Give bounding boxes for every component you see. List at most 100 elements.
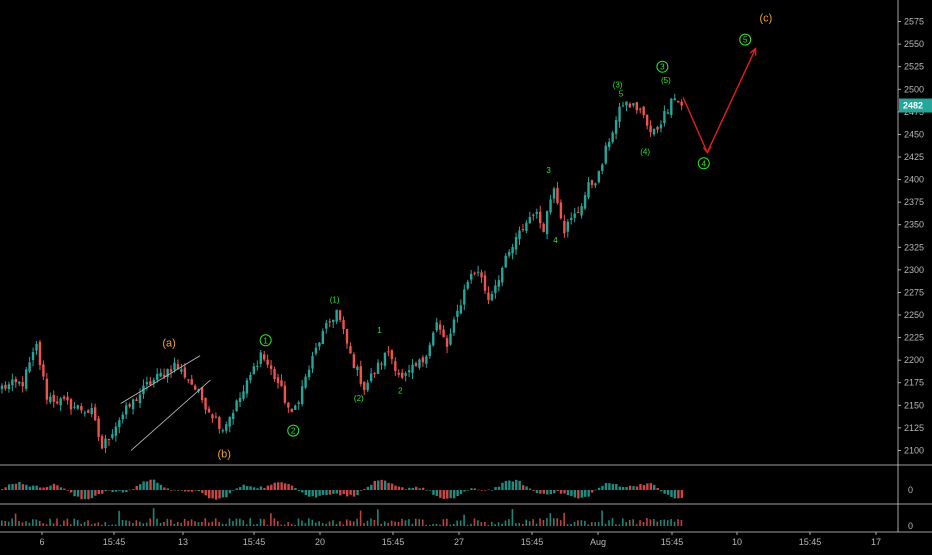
volume-bar	[245, 524, 248, 526]
volume-bar	[197, 522, 200, 526]
volume-bar	[214, 518, 217, 526]
oscillator-bar	[208, 490, 211, 499]
candle-body	[335, 309, 338, 322]
candle-body	[194, 385, 197, 390]
oscillator-bar	[525, 486, 528, 490]
volume-bar	[635, 524, 638, 526]
candle-body	[107, 438, 111, 440]
candle-body	[507, 251, 511, 256]
candle-body	[307, 369, 311, 378]
candle-body	[283, 385, 287, 403]
volume-bar	[449, 524, 452, 526]
candle-body	[428, 344, 431, 356]
oscillator-bar	[308, 490, 311, 497]
candle-body	[131, 399, 135, 410]
wave-label: 2	[398, 387, 403, 396]
wave-label: 2	[291, 427, 296, 436]
candle-body	[373, 373, 376, 375]
volume-bar	[415, 518, 417, 526]
volume-bar	[366, 520, 369, 526]
oscillator-bar	[639, 484, 642, 490]
oscillator-bar	[421, 487, 425, 490]
volume-bar	[290, 524, 293, 526]
candle-body	[152, 379, 155, 384]
candle-body	[442, 329, 445, 338]
candle-body	[145, 381, 149, 385]
oscillator-bar	[415, 486, 418, 490]
oscillator-bar	[401, 487, 404, 490]
volume-bar	[646, 518, 648, 526]
oscillator-bar	[480, 490, 483, 491]
candle-body	[363, 381, 366, 391]
candle-body	[169, 369, 173, 372]
oscillator-bar	[563, 490, 566, 494]
oscillator-bar	[52, 483, 56, 490]
candle-body	[256, 365, 259, 367]
oscillator-bar	[463, 490, 466, 492]
candle-body	[114, 426, 118, 436]
candle-body	[52, 394, 55, 402]
volume-bar	[187, 520, 189, 526]
oscillator-bar	[183, 490, 187, 492]
price-tick-label: 2100	[904, 445, 924, 455]
candle-body	[411, 364, 414, 373]
volume-bar	[459, 520, 462, 526]
oscillator-bar	[553, 490, 556, 494]
candle-body	[456, 310, 459, 317]
oscillator-bar	[218, 490, 221, 499]
oscillator-bar	[14, 483, 18, 490]
oscillator-bar	[125, 490, 128, 493]
volume-bar	[511, 509, 514, 526]
oscillator-bar	[566, 490, 570, 496]
candle-body	[290, 408, 293, 412]
last-price-label: 2482	[903, 101, 923, 111]
candle-body	[259, 352, 262, 364]
candle-body	[294, 405, 297, 410]
oscillator-bar	[477, 489, 480, 491]
candle-body	[245, 380, 249, 394]
oscillator-bar	[332, 490, 335, 494]
oscillator-bar	[187, 490, 190, 492]
volume-bar	[404, 520, 407, 526]
candle-body	[62, 396, 66, 399]
volume-bar	[221, 523, 224, 526]
volume-bar	[525, 519, 527, 526]
candle-body	[269, 365, 273, 370]
oscillator-bar	[349, 490, 352, 495]
volume-bar	[380, 523, 383, 526]
oscillator-bar	[311, 490, 314, 497]
oscillator-bar	[266, 485, 270, 490]
oscillator-bar	[32, 485, 35, 490]
oscillator-bar	[190, 490, 194, 492]
time-tick-label: 15:45	[243, 537, 266, 547]
candle-body	[539, 211, 542, 224]
volume-bar	[539, 518, 541, 526]
volume-bar	[259, 518, 262, 526]
time-axis[interactable]: 6 15:45 13 15:45 20 15:45 27 15:45 Aug 15:45 10 15:…	[0, 531, 932, 547]
volume-bar	[190, 519, 193, 526]
oscillator-bar	[163, 487, 166, 490]
candle-body	[38, 341, 42, 365]
volume-bar	[111, 524, 113, 526]
volume-bar	[225, 523, 227, 526]
candle-body	[445, 338, 449, 347]
candle-body	[642, 106, 645, 116]
volume-bar	[314, 522, 317, 526]
oscillator-bar	[156, 482, 159, 490]
oscillator-bar	[625, 487, 628, 490]
oscillator-bar	[470, 488, 473, 490]
candle-body	[604, 145, 607, 164]
candle-body	[93, 407, 97, 421]
time-tick-label: 6	[39, 537, 44, 547]
oscillator-bar	[111, 490, 114, 493]
candle-body	[521, 229, 525, 231]
oscillator-bar	[139, 484, 142, 490]
candle-body	[621, 105, 625, 107]
oscillator-bar	[290, 485, 294, 490]
oscillator-zero-label: 0	[908, 485, 913, 495]
candle-body	[314, 347, 318, 354]
oscillator-bar	[38, 487, 42, 490]
candle-body	[231, 412, 235, 419]
